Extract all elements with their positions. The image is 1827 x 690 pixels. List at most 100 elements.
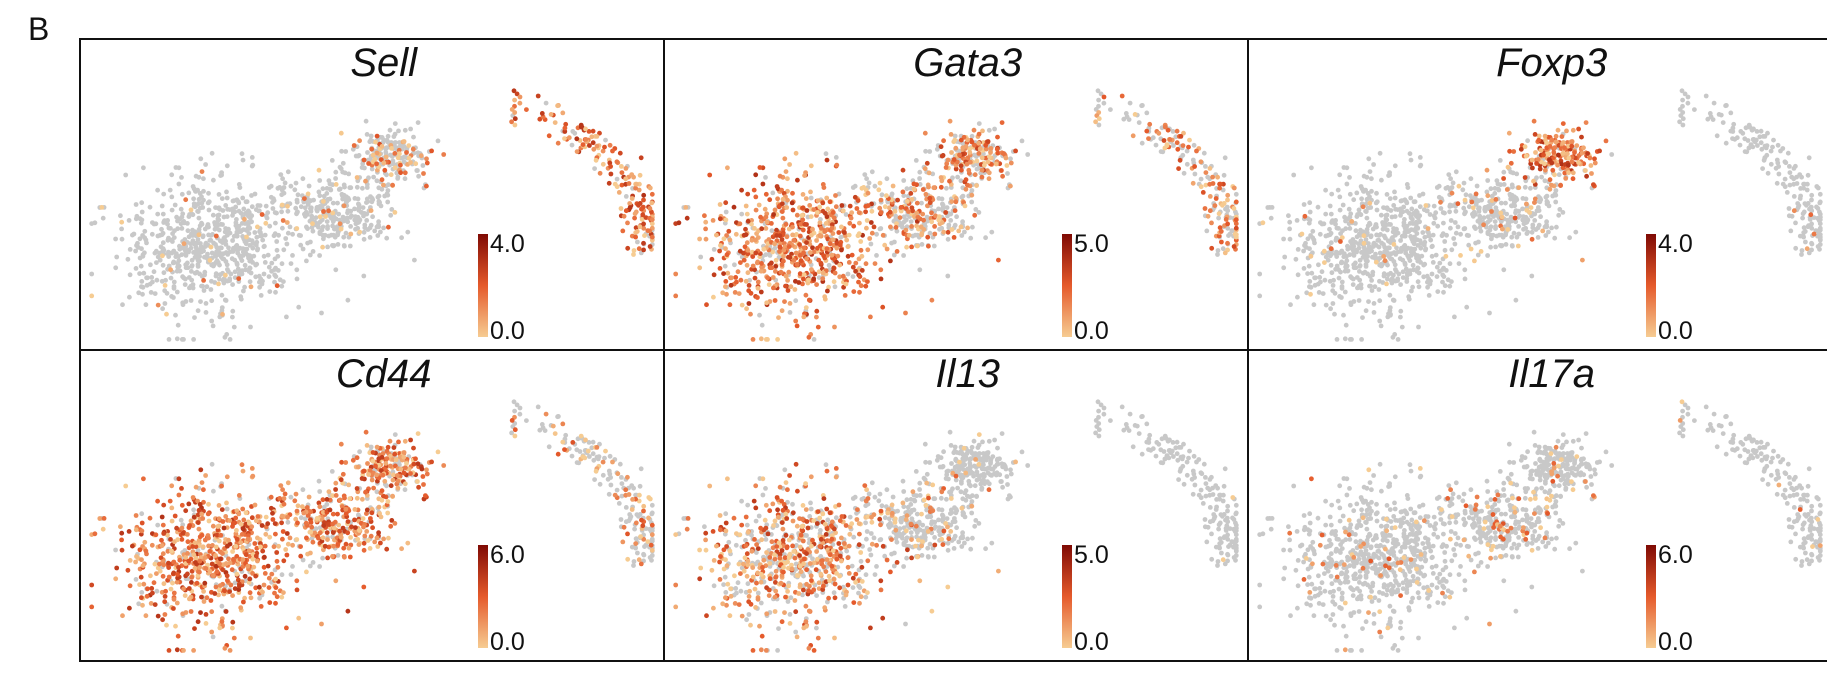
cell-point [207, 238, 213, 243]
cell-point [758, 289, 764, 295]
cell-point [817, 204, 823, 210]
cell-point [232, 269, 238, 275]
cell-point [261, 253, 267, 259]
cell-point [357, 138, 362, 144]
cell-point [387, 127, 393, 133]
cell-point [1520, 196, 1526, 201]
cell-point [402, 487, 408, 493]
cell-point [250, 245, 256, 251]
cell-point [192, 626, 197, 631]
cell-point [631, 485, 636, 491]
cell-point [191, 648, 197, 653]
cell-point [160, 306, 166, 312]
cell-point [1473, 191, 1479, 197]
cell-point [275, 253, 281, 259]
cell-point [642, 233, 647, 239]
cell-point [1162, 124, 1168, 130]
cell-point [139, 590, 145, 595]
cell-point [240, 157, 246, 163]
cell-point [641, 197, 646, 203]
cell-point [174, 268, 180, 274]
cell-point [919, 242, 925, 247]
cell-point [186, 190, 192, 196]
cell-point [174, 289, 180, 295]
cell-point [1503, 200, 1508, 206]
cell-point [175, 537, 181, 543]
panel-letter: B [28, 11, 49, 47]
cell-point [1139, 140, 1145, 146]
cell-point [1144, 128, 1150, 134]
cell-point [1748, 142, 1754, 148]
cell-point [1804, 202, 1809, 208]
cell-point [174, 579, 180, 585]
cell-point [298, 544, 303, 549]
cell-point [1505, 164, 1511, 170]
cell-point [1313, 275, 1318, 281]
cell-point [1551, 150, 1557, 155]
cell-point [272, 521, 278, 526]
cell-point [1305, 271, 1310, 276]
cell-point [130, 232, 135, 238]
cell-point [962, 203, 968, 209]
cell-point [954, 214, 959, 220]
cell-point [215, 216, 221, 222]
cell-point [1341, 312, 1346, 318]
cell-point [743, 278, 749, 284]
cell-point [1481, 222, 1486, 228]
cell-point [921, 227, 927, 232]
cell-point [145, 275, 150, 281]
cell-point [767, 197, 773, 203]
cell-point [1453, 230, 1459, 236]
cell-point [133, 577, 139, 582]
cell-point [846, 232, 852, 238]
cell-point [1564, 128, 1569, 134]
cell-point [238, 605, 244, 611]
cell-point [1400, 269, 1406, 275]
cell-point [1420, 230, 1426, 235]
cell-point [222, 277, 228, 283]
cell-point [1393, 232, 1398, 238]
cell-point [281, 190, 287, 196]
cell-point [171, 295, 176, 300]
cell-point [161, 581, 167, 587]
cell-point [113, 547, 118, 553]
cell-point [141, 581, 147, 587]
cell-point [1328, 240, 1334, 246]
cell-point [824, 157, 830, 163]
cell-point [1570, 170, 1576, 176]
cell-point [199, 511, 205, 517]
cell-point [300, 176, 306, 182]
cell-point [1269, 205, 1275, 210]
cell-point [246, 210, 252, 215]
cell-point [233, 204, 239, 210]
cell-point [255, 224, 260, 230]
cell-point [263, 203, 269, 209]
cell-point [169, 518, 175, 524]
cell-point [905, 199, 910, 204]
cell-point [306, 183, 312, 189]
colorbar [1646, 234, 1656, 337]
cell-point [787, 255, 793, 260]
cell-point [390, 182, 395, 188]
cell-point [1399, 324, 1405, 330]
cell-point [295, 192, 301, 198]
cell-point [872, 183, 878, 189]
cell-point [208, 244, 214, 250]
cell-point [281, 247, 287, 253]
cell-point [130, 543, 135, 549]
cell-point [1369, 176, 1374, 182]
cell-point [1498, 243, 1503, 248]
cell-point [343, 230, 349, 236]
cell-point [133, 202, 139, 207]
cell-point [160, 522, 166, 528]
cell-point [224, 506, 230, 512]
cell-point [1532, 196, 1538, 202]
cell-point [248, 595, 254, 601]
cell-point [213, 242, 218, 247]
cell-point [817, 220, 823, 226]
cell-point [1811, 231, 1817, 237]
cell-point [697, 265, 703, 271]
cell-point [230, 308, 236, 314]
cell-point [859, 268, 865, 273]
cell-point [539, 422, 545, 427]
